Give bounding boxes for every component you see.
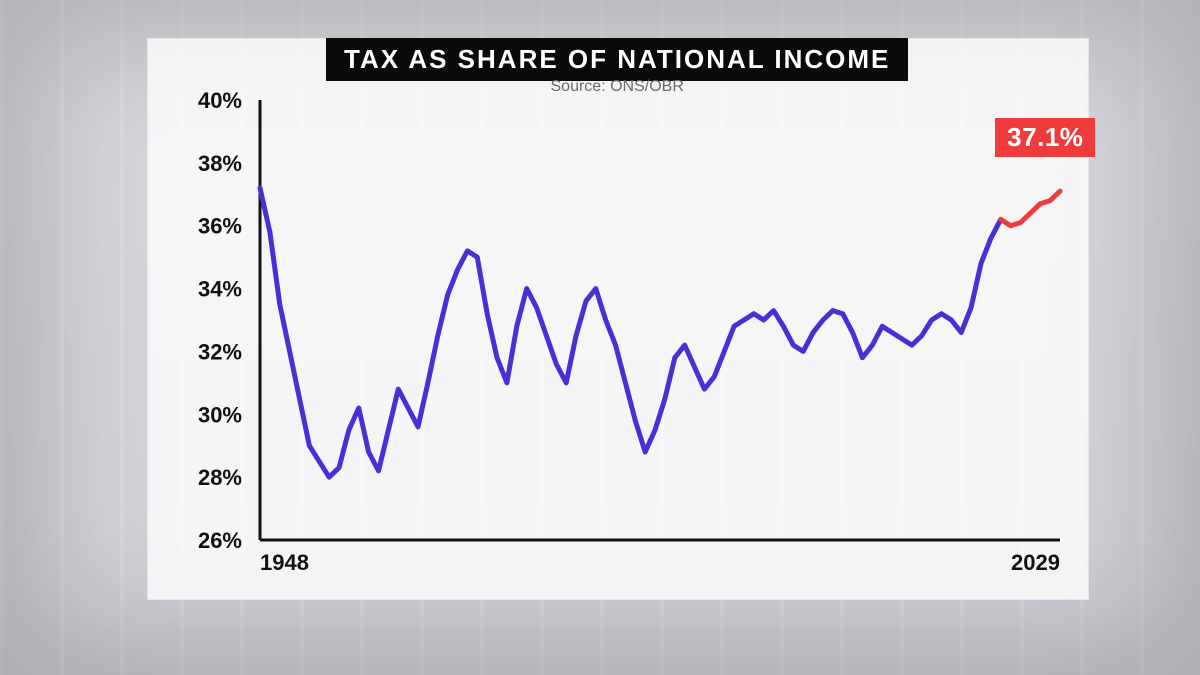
y-tick-label: 26%	[198, 528, 242, 553]
stage: TAX AS SHARE OF NATIONAL INCOME Source: …	[0, 0, 1200, 675]
y-tick-label: 40%	[198, 88, 242, 113]
y-tick-label: 30%	[198, 402, 242, 427]
line-chart: 26% 28% 30% 32% 34% 36% 38% 40% 1948 2029	[0, 0, 1200, 675]
value-callout: 37.1%	[995, 118, 1095, 157]
y-tick-label: 34%	[198, 277, 242, 302]
x-tick-label: 2029	[1011, 550, 1060, 575]
y-tick-label: 38%	[198, 151, 242, 176]
y-tick-label: 28%	[198, 465, 242, 490]
series-historical	[260, 188, 1001, 477]
series-projection	[1001, 191, 1060, 226]
x-tick-label: 1948	[260, 550, 309, 575]
y-tick-label: 36%	[198, 214, 242, 239]
y-tick-label: 32%	[198, 339, 242, 364]
